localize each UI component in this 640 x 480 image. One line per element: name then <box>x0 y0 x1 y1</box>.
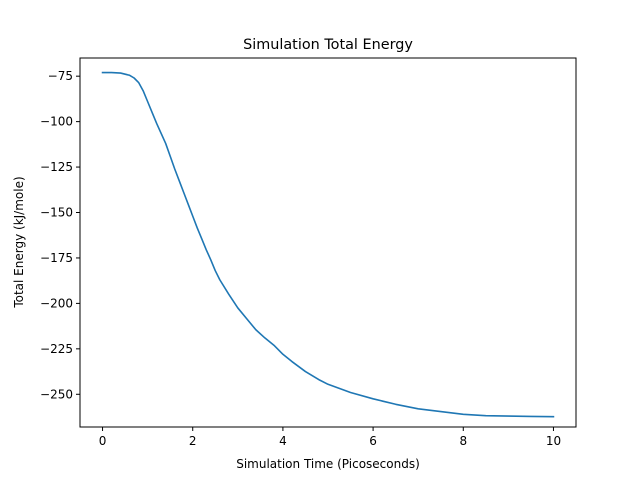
x-tick-label: 10 <box>546 434 561 448</box>
plot-frame <box>79 57 577 428</box>
y-tick-label: −100 <box>40 115 73 129</box>
x-axis-ticks: 0 2 4 6 8 10 <box>99 427 561 448</box>
x-tick-label: 4 <box>279 434 287 448</box>
x-tick-label: 2 <box>189 434 197 448</box>
y-tick-label: −150 <box>40 206 73 220</box>
x-tick-label: 6 <box>369 434 377 448</box>
y-axis-label: Total Energy (kJ/mole) <box>12 176 26 308</box>
x-tick-label: 0 <box>99 434 107 448</box>
x-tick-label: 8 <box>459 434 467 448</box>
series-line <box>101 71 555 418</box>
x-axis-label: Simulation Time (Picoseconds) <box>236 457 420 471</box>
y-tick-label: −225 <box>40 342 73 356</box>
y-tick-label: −175 <box>40 251 73 265</box>
chart-title: Simulation Total Energy <box>243 37 413 53</box>
y-tick-label: −125 <box>40 160 73 174</box>
y-tick-label: −250 <box>40 387 73 401</box>
y-axis-ticks: −75 −100 −125 −150 −175 −200 −225 −250 <box>40 69 80 401</box>
y-tick-label: −200 <box>40 296 73 310</box>
y-tick-label: −75 <box>48 69 73 83</box>
